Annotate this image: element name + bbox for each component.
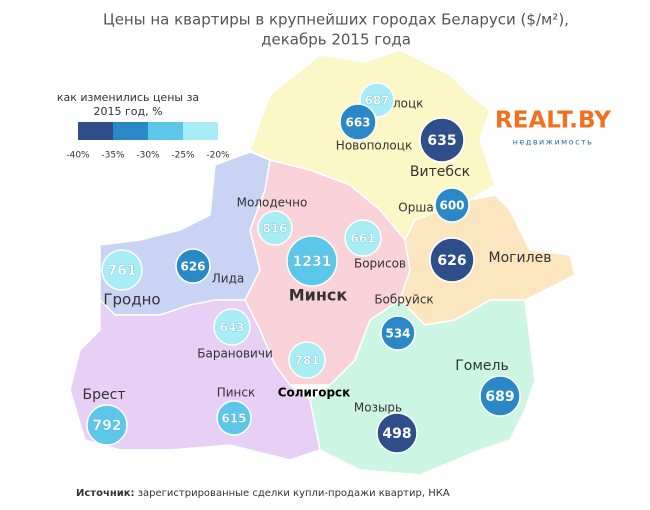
city-price: 615 [221,412,246,426]
legend-label: -20% [206,151,230,161]
city-marker [479,375,521,417]
title-line: Цены на квартиры в крупнейших городах Бе… [103,11,569,29]
city-marker [175,248,211,284]
region-gomel [309,299,536,476]
city-name: Орша [398,201,433,215]
city-price: 643 [219,321,244,335]
logo-tagline: недвижимость [513,138,594,147]
city-marker [429,237,475,283]
city-name: Минск [289,286,348,305]
city-price: 663 [345,116,370,130]
city-price: 792 [92,418,121,434]
legend-label: -30% [136,151,160,161]
city-marker [339,103,377,141]
city-marker [213,308,251,346]
city-name: Витебск [410,164,470,180]
legend-swatch [113,122,148,140]
region-brest [69,298,321,461]
city-marker [86,404,128,446]
city-name: Гомель [455,358,508,374]
city-name: Мозырь [354,401,402,415]
city-marker [101,249,143,291]
city-name: Молодечно [237,196,308,210]
city-name: Брест [83,387,126,403]
city-price: 498 [382,426,411,442]
city-name: Солигорск [278,386,351,400]
city-name: Барановичи [197,347,273,361]
logo-name: REALT.BY [495,108,611,134]
legend-title: 2015 год, % [93,105,162,118]
city-price: 781 [294,354,319,368]
city-marker [376,412,418,454]
title-line: декабрь 2015 года [261,31,411,49]
legend-label: -35% [101,151,125,161]
city-name: Новополоцк [336,139,412,153]
city-price: 661 [350,232,375,246]
city-price: 534 [385,327,410,341]
legend-swatch [183,122,218,140]
city-marker [286,235,338,287]
city-name: Пинск [217,386,256,400]
legend-swatch [148,122,183,140]
city-price: 689 [485,389,514,405]
city-marker [380,315,416,351]
city-name: Бобруйск [374,293,433,307]
city-marker [216,400,252,436]
city-price: 1231 [293,254,332,270]
source-note: Источник: зарегистрированные сделки купл… [76,488,450,499]
source-label: Источник: [76,488,135,499]
city-price: 600 [439,199,464,213]
legend-swatch [78,122,113,140]
legend-title: как изменились цены за [57,91,199,104]
city-price: 687 [364,94,389,108]
city-price: 626 [180,260,205,274]
city-marker [344,219,382,257]
city-marker [288,341,326,379]
city-price: 761 [107,263,136,279]
city-price: 626 [437,253,466,269]
city-price: 635 [427,133,456,149]
city-price: 816 [262,222,287,236]
city-name: Борисов [354,257,406,271]
legend-label: -40% [66,151,90,161]
city-marker [419,117,465,163]
city-name: Лида [212,272,244,286]
city-name: Могилев [489,250,552,266]
city-name: Гродно [103,291,160,309]
city-marker [257,210,293,246]
legend-label: -25% [171,151,195,161]
source-text: зарегистрированные сделки купли-продажи … [135,488,450,499]
city-marker [434,187,470,223]
